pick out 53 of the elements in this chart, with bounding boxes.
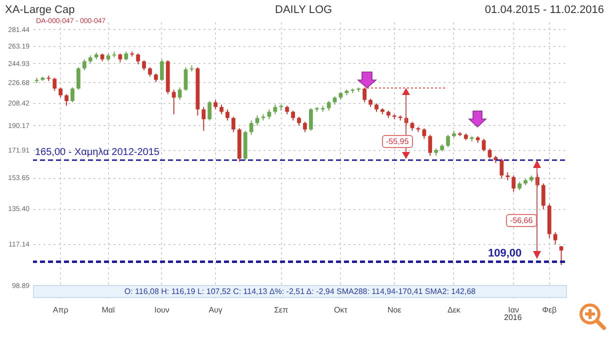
candlestick bbox=[326, 100, 331, 112]
candlestick bbox=[148, 66, 152, 78]
candlestick bbox=[482, 138, 486, 152]
x-tick-label: Οκτ bbox=[334, 306, 348, 314]
ref-line-label: 109,00 bbox=[488, 248, 522, 260]
candlestick bbox=[273, 104, 278, 115]
text: 01.04.2015 - 11.02.2016 bbox=[484, 4, 604, 16]
x-tick-label: Δεκ bbox=[448, 306, 462, 314]
candlestick bbox=[136, 53, 140, 65]
x-tick-label: Νοε bbox=[387, 306, 402, 314]
x-tick-label: Σεπ bbox=[274, 306, 289, 314]
candlestick bbox=[422, 128, 426, 140]
candlestick bbox=[220, 104, 224, 115]
candlestick bbox=[303, 121, 307, 133]
annotation: -56,66 bbox=[506, 214, 537, 227]
candlestick bbox=[214, 99, 218, 110]
candlestick bbox=[255, 114, 260, 126]
candlestick bbox=[308, 108, 313, 132]
candlestick bbox=[142, 60, 146, 71]
candlestick bbox=[208, 100, 212, 121]
candlestick bbox=[446, 134, 450, 148]
candlestick bbox=[249, 120, 254, 136]
x-tick-label: Αυγ bbox=[208, 306, 222, 314]
candlestick bbox=[231, 116, 236, 133]
candlestick bbox=[428, 134, 432, 156]
candlestick bbox=[178, 86, 182, 100]
candlestick bbox=[226, 108, 230, 121]
candlestick bbox=[76, 66, 80, 90]
ref-line-label: 165,00 - Χαμηλα 2012-2015 bbox=[35, 147, 160, 158]
annotation: -55,95 bbox=[382, 135, 413, 148]
x-tick-label: Φεβ bbox=[542, 306, 558, 314]
info-panel: O: 116,08 H: 116,19 L: 107,52 C: 114,13 Δ%: -2,51 Δ: -2,94 SMA288: 114,94-170,41 SMA2: 142,68 bbox=[33, 285, 567, 298]
candlestick bbox=[553, 232, 558, 245]
candlestick bbox=[512, 174, 516, 192]
x-tick-label: Απρ bbox=[52, 306, 69, 314]
x-tick-label: Ιαν bbox=[508, 306, 520, 314]
x-tick-label: Μαϊ bbox=[102, 306, 116, 314]
chart-title: XA-Large Cap bbox=[5, 4, 75, 16]
chart-subtitle: DAILY LOG bbox=[275, 4, 332, 16]
candlestick bbox=[291, 110, 295, 121]
candlestick bbox=[52, 77, 57, 92]
candlestick bbox=[202, 106, 206, 132]
candlestick bbox=[160, 58, 164, 82]
candlestick bbox=[500, 158, 504, 180]
text: 2016 bbox=[504, 313, 522, 322]
candlestick bbox=[82, 58, 86, 71]
candlestick bbox=[64, 94, 68, 106]
x-tick-label: Ιουν bbox=[154, 306, 170, 314]
candlestick bbox=[70, 86, 74, 103]
candlestick bbox=[58, 86, 63, 98]
candlestick bbox=[541, 183, 546, 210]
candlestick bbox=[172, 89, 176, 115]
candlestick bbox=[362, 86, 367, 103]
